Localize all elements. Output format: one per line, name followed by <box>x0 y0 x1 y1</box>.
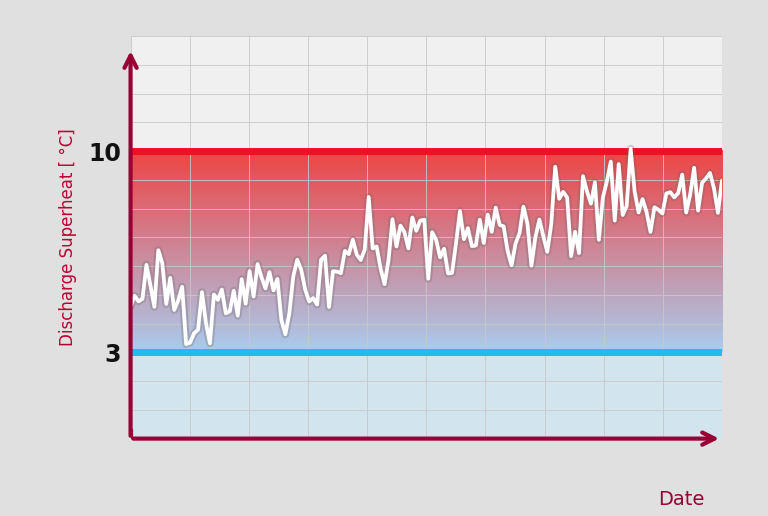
Y-axis label: Discharge Superheat [ °C]: Discharge Superheat [ °C] <box>59 128 77 346</box>
Text: Date: Date <box>658 490 704 509</box>
Bar <box>131 352 722 439</box>
